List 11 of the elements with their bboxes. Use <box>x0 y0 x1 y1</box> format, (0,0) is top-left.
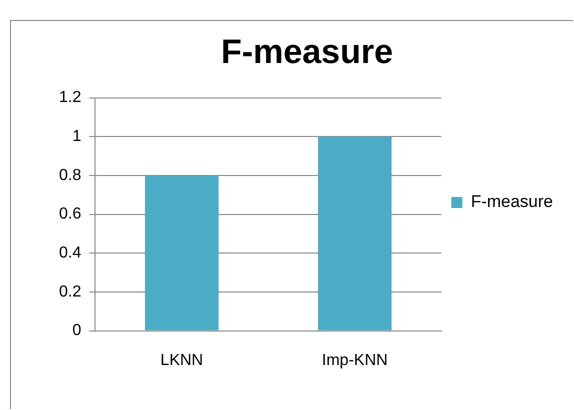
y-tick-label: 0.4 <box>58 244 82 262</box>
y-tick-label: 1.2 <box>58 89 82 106</box>
y-tick-label: 0 <box>72 322 82 340</box>
x-tick-label: Imp-KNN <box>322 352 388 369</box>
y-tick-label: 0.8 <box>58 166 82 184</box>
y-tick-label: 0.2 <box>58 283 82 300</box>
x-tick-label: LKNN <box>160 352 204 369</box>
legend-label: F-measure <box>470 192 553 212</box>
y-tick-label: 1 <box>72 128 82 146</box>
chart-title: F-measure <box>221 32 393 71</box>
y-tick-label: 0.6 <box>58 206 82 223</box>
